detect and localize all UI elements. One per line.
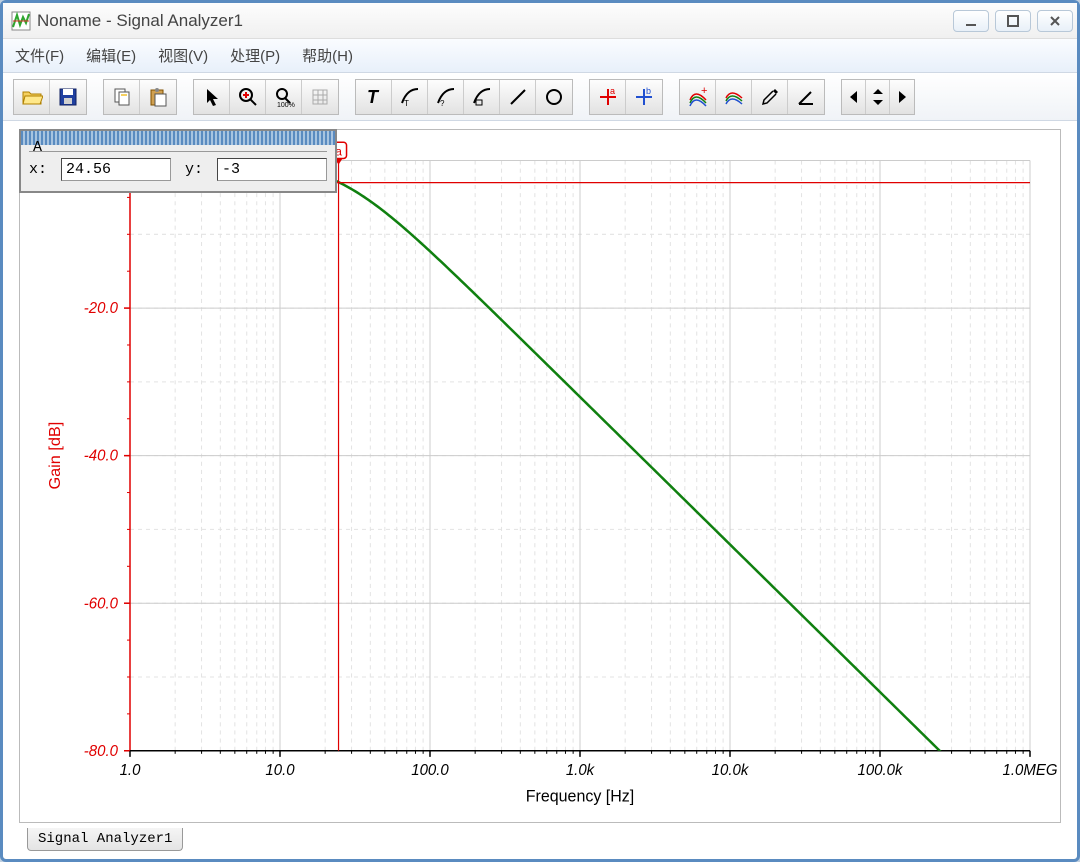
cursor-a-icon: a — [597, 86, 619, 108]
grid-button[interactable] — [302, 80, 338, 114]
cursor-x-label: x: — [29, 161, 47, 178]
svg-text:-60.0: -60.0 — [84, 595, 119, 612]
cursor-readout-box[interactable]: A x: y: — [19, 129, 337, 193]
nav-left-icon — [846, 89, 862, 105]
cursor-box-titlebar[interactable] — [21, 131, 335, 145]
curves-multi-button[interactable] — [716, 80, 752, 114]
curve-p2-button[interactable]: ? — [428, 80, 464, 114]
pointer-button[interactable] — [194, 80, 230, 114]
text-icon: T — [363, 86, 385, 108]
pointer-icon — [201, 86, 223, 108]
paste-button[interactable] — [140, 80, 176, 114]
app-window: Noname - Signal Analyzer1 文件(F) 编辑(E) 视图… — [0, 0, 1080, 862]
open-button[interactable] — [14, 80, 50, 114]
paste-icon — [147, 86, 169, 108]
cursor-y-label: y: — [185, 161, 203, 178]
cursor-y-input[interactable] — [217, 158, 327, 181]
menubar: 文件(F) 编辑(E) 视图(V) 处理(P) 帮助(H) — [3, 39, 1077, 73]
angle-icon — [795, 86, 817, 108]
menu-proc[interactable]: 处理(P) — [230, 45, 280, 66]
svg-text:-20.0: -20.0 — [84, 300, 119, 317]
save-icon — [57, 86, 79, 108]
svg-text:1.0MEG: 1.0MEG — [1003, 762, 1058, 779]
svg-text:10.0: 10.0 — [265, 762, 295, 779]
svg-text:?: ? — [440, 99, 445, 108]
window-title: Noname - Signal Analyzer1 — [37, 11, 947, 31]
curves-add-button[interactable]: + — [680, 80, 716, 114]
svg-text:10.0k: 10.0k — [712, 762, 750, 779]
curve-p1-icon: T — [399, 86, 421, 108]
menu-view[interactable]: 视图(V) — [158, 45, 208, 66]
minimize-button[interactable] — [953, 10, 989, 32]
svg-text:Gain [dB]: Gain [dB] — [46, 422, 64, 490]
svg-text:Frequency [Hz]: Frequency [Hz] — [526, 788, 634, 806]
curve-p1-button[interactable]: T — [392, 80, 428, 114]
svg-text:100.0k: 100.0k — [857, 762, 903, 779]
svg-text:a: a — [610, 86, 615, 96]
zoom-reset-icon: 100% — [273, 86, 295, 108]
menu-edit[interactable]: 编辑(E) — [86, 45, 136, 66]
titlebar: Noname - Signal Analyzer1 — [3, 3, 1077, 39]
plot-area: 0.0-20.0-40.0-60.0-80.01.010.0100.01.0k1… — [3, 121, 1077, 859]
bottom-tab[interactable]: Signal Analyzer1 — [27, 828, 183, 851]
nav-updown-icon — [870, 87, 886, 107]
angle-button[interactable] — [788, 80, 824, 114]
maximize-icon — [1006, 14, 1020, 28]
cursor-x-input[interactable] — [61, 158, 171, 181]
circle-icon — [543, 86, 565, 108]
nav-right-icon — [894, 89, 910, 105]
svg-text:b: b — [646, 86, 651, 96]
svg-text:T: T — [367, 87, 380, 107]
eyedropper-icon — [759, 86, 781, 108]
svg-text:100.0: 100.0 — [411, 762, 449, 779]
curves-multi-icon — [723, 86, 745, 108]
zoom-reset-button[interactable]: 100% — [266, 80, 302, 114]
svg-text:-80.0: -80.0 — [84, 743, 119, 760]
svg-text:T: T — [404, 99, 409, 108]
svg-text:1.0: 1.0 — [120, 762, 141, 779]
open-icon — [21, 86, 43, 108]
curves-add-icon: + — [687, 86, 709, 108]
close-icon — [1048, 14, 1062, 28]
cursor-b-button[interactable]: b — [626, 80, 662, 114]
minimize-icon — [964, 14, 978, 28]
toolbar: 100% T T ? a b + — [3, 73, 1077, 121]
menu-help[interactable]: 帮助(H) — [302, 45, 353, 66]
nav-updown-button[interactable] — [866, 80, 890, 114]
save-button[interactable] — [50, 80, 86, 114]
svg-text:+: + — [701, 86, 707, 97]
bode-plot[interactable]: 0.0-20.0-40.0-60.0-80.01.010.0100.01.0k1… — [19, 129, 1061, 823]
zoom-in-icon — [237, 86, 259, 108]
cursor-a-button[interactable]: a — [590, 80, 626, 114]
eyedropper-button[interactable] — [752, 80, 788, 114]
close-button[interactable] — [1037, 10, 1073, 32]
bottom-tab-bar: Signal Analyzer1 — [19, 823, 1061, 851]
zoom-in-button[interactable] — [230, 80, 266, 114]
copy-button[interactable] — [104, 80, 140, 114]
maximize-button[interactable] — [995, 10, 1031, 32]
cursor-b-icon: b — [633, 86, 655, 108]
nav-left-button[interactable] — [842, 80, 866, 114]
copy-icon — [111, 86, 133, 108]
grid-icon — [309, 86, 331, 108]
circle-button[interactable] — [536, 80, 572, 114]
line-icon — [507, 86, 529, 108]
curve-p3-button[interactable] — [464, 80, 500, 114]
menu-file[interactable]: 文件(F) — [15, 45, 64, 66]
svg-text:1.0k: 1.0k — [566, 762, 596, 779]
curve-p2-icon: ? — [435, 86, 457, 108]
line-button[interactable] — [500, 80, 536, 114]
cursor-label: A — [33, 139, 42, 156]
nav-right-button[interactable] — [890, 80, 914, 114]
curve-p3-icon — [471, 86, 493, 108]
app-icon — [11, 11, 31, 31]
text-button[interactable]: T — [356, 80, 392, 114]
svg-text:100%: 100% — [277, 102, 295, 108]
svg-text:-40.0: -40.0 — [84, 448, 119, 465]
